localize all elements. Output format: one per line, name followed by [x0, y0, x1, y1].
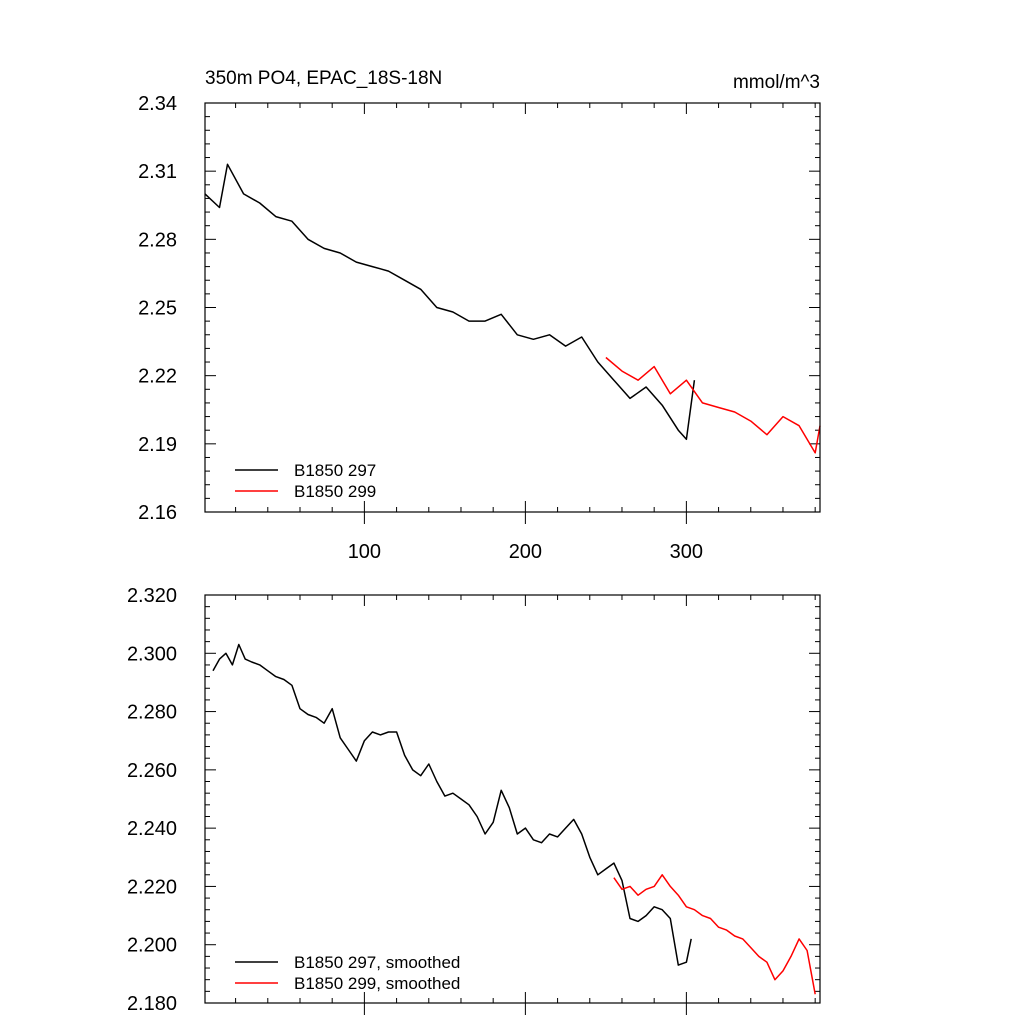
top-legend: B1850 297 B1850 299 [235, 461, 376, 501]
bottom-ytick-label: 2.320 [127, 585, 177, 607]
bottom-plot-frame [204, 594, 821, 1004]
bottom-legend-label-297: B1850 297, smoothed [294, 953, 460, 972]
bottom-ytick-label: 2.200 [127, 935, 177, 957]
top-axis-ticks: 2.16 2.19 2.22 2.25 2.28 2.31 2.34 100 200 300 [138, 93, 820, 563]
top-ytick-label: 2.34 [138, 93, 177, 115]
top-legend-label-299: B1850 299 [294, 482, 376, 501]
top-xtick-label: 100 [348, 541, 381, 563]
top-ytick-label: 2.31 [138, 161, 177, 183]
bottom-ytick-label: 2.220 [127, 876, 177, 898]
bottom-ytick-label: 2.260 [127, 760, 177, 782]
top-ytick-label: 2.22 [138, 366, 177, 388]
top-series-line-297 [204, 163, 696, 441]
top-xtick-label: 200 [509, 541, 542, 563]
top-panel: 350m PO4, EPAC_18S-18N mmol/m^3 2.16 2.19… [138, 68, 821, 563]
top-ytick-label: 2.28 [138, 229, 177, 251]
top-series [204, 163, 821, 454]
bottom-legend: B1850 297, smoothed B1850 299, smoothed [235, 953, 460, 993]
top-ytick-label: 2.25 [138, 298, 177, 320]
bottom-panel: 2.180 2.200 2.220 2.240 2.260 2.280 2.300 2.320… [127, 585, 821, 1015]
bottom-ytick-label: 2.280 [127, 702, 177, 724]
top-title-units: mmol/m^3 [733, 72, 820, 93]
top-series-line-299 [605, 356, 821, 454]
top-ytick-label: 2.16 [138, 502, 177, 524]
bottom-ytick-label: 2.180 [127, 993, 177, 1015]
top-plot-frame [204, 102, 821, 513]
bottom-legend-label-299: B1850 299, smoothed [294, 974, 460, 993]
bottom-ytick-label: 2.300 [127, 643, 177, 665]
top-legend-label-297: B1850 297 [294, 461, 376, 480]
bottom-series-line-299 [613, 874, 816, 995]
bottom-series [212, 643, 816, 995]
top-ytick-label: 2.19 [138, 434, 177, 456]
bottom-ytick-label: 2.240 [127, 818, 177, 840]
bottom-series-line-297 [212, 643, 692, 966]
top-title-left: 350m PO4, EPAC_18S-18N [205, 68, 442, 89]
top-xtick-label: 300 [670, 541, 703, 563]
bottom-axis-ticks: 2.180 2.200 2.220 2.240 2.260 2.280 2.300 2.320 [127, 585, 820, 1015]
